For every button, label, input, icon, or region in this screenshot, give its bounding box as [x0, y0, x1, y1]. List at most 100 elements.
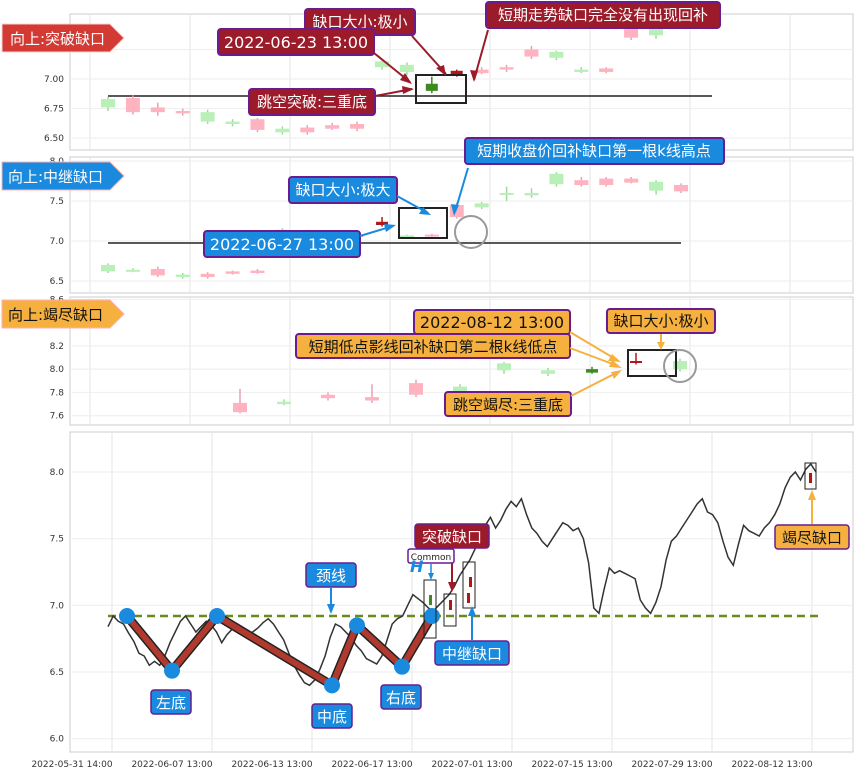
candle: [101, 96, 115, 111]
x-tick-label: 2022-05-31 14:00: [31, 760, 112, 770]
svg-text:左底: 左底: [156, 694, 186, 712]
candle: [233, 388, 247, 414]
label-continuation-gap: 中继缺口: [434, 606, 510, 666]
y-tick-label: 7.5: [50, 535, 64, 545]
panel-1-gap-box: [415, 74, 467, 104]
candle-body: [125, 97, 140, 113]
x-tick-label: 2022-06-07 13:00: [131, 760, 212, 770]
svg-text:缺口大小:极小: 缺口大小:极小: [312, 13, 407, 31]
candle: [541, 367, 555, 377]
candle: [673, 358, 687, 372]
candle-body: [549, 173, 564, 185]
svg-text:短期走势缺口完全没有出现回补: 短期走势缺口完全没有出现回补: [498, 6, 708, 24]
candle: [674, 183, 688, 193]
annotation-gap-size-small-3: 缺口大小:极小: [606, 308, 716, 350]
candle: [574, 67, 589, 74]
candle-body: [499, 193, 514, 195]
panel-4-frame: [69, 431, 854, 753]
candle: [649, 180, 664, 195]
candle-body: [275, 128, 290, 133]
x-tick-label: 2022-07-15 13:00: [531, 760, 612, 770]
label-neckline: 颈线: [305, 562, 357, 614]
panel-2-title-arrow: [1, 161, 125, 191]
y-tick-label: 6.50: [44, 134, 64, 144]
candle: [200, 272, 215, 279]
panel-4-x-ticks: 2022-05-31 14:00 2022-06-07 13:00 2022-06-…: [31, 760, 812, 770]
candle: [586, 366, 598, 374]
x-tick-label: 2022-06-13 13:00: [231, 760, 312, 770]
candle: [630, 352, 642, 365]
panel-1-annotations: 向上:突破缺口 缺口大小:极小 短期走势缺口完全没有出现回补 2022-06-2…: [1, 1, 721, 116]
y-tick-label: 6.75: [44, 105, 64, 115]
pivot-point: [424, 608, 440, 624]
pivot-point: [394, 658, 410, 675]
candle-body: [200, 273, 215, 277]
panel-2-title: 向上:中继缺口: [8, 168, 103, 186]
candle-body: [321, 394, 335, 399]
candle-body: [586, 369, 598, 373]
svg-text:H: H: [410, 557, 424, 576]
candle: [101, 263, 115, 273]
svg-text:2022-08-12 13:00: 2022-08-12 13:00: [420, 313, 564, 332]
candle: [325, 122, 340, 130]
candle: [524, 188, 539, 198]
candle: [225, 119, 240, 127]
annotation-breakout-triple-bottom: 跳空突破:三重底: [248, 86, 414, 116]
candle: [175, 108, 190, 116]
candle-body: [175, 274, 190, 277]
candle: [277, 399, 291, 406]
annotation-exhaustion-triple-bottom: 跳空竭尽:三重底: [444, 370, 622, 417]
svg-text:短期低点影线回补缺口第二根k线低点: 短期低点影线回补缺口第二根k线低点: [309, 338, 558, 356]
candle: [425, 76, 438, 94]
candle-body: [599, 178, 614, 185]
candle-body: [277, 401, 291, 405]
candle-body: [474, 203, 489, 208]
y-tick-label: 7.5: [50, 197, 64, 207]
panel-2-annotations: 向上:中继缺口 短期收盘价回补缺口第一根k线高点 缺口大小:极大 2022-06…: [1, 137, 725, 258]
candle-body: [424, 234, 439, 237]
candle-body: [300, 127, 315, 133]
svg-text:2022-06-23 13:00: 2022-06-23 13:00: [224, 33, 368, 52]
candle-body: [399, 235, 414, 238]
candle: [376, 217, 389, 227]
candle: [499, 186, 514, 201]
y-tick-label: 7.0: [50, 237, 65, 247]
candle-body: [150, 107, 165, 113]
candle-body: [376, 221, 389, 225]
candle: [150, 102, 165, 116]
candle-body: [350, 123, 365, 129]
gap-candle-mark: [449, 600, 452, 610]
candle: [524, 45, 539, 59]
panel-1-candles: [101, 23, 663, 135]
svg-text:跳空突破:三重底: 跳空突破:三重底: [257, 93, 367, 111]
panel-1-title: 向上:突破缺口: [10, 30, 105, 48]
candle-body: [649, 27, 663, 36]
svg-text:2022-06-27 13:00: 2022-06-27 13:00: [210, 235, 354, 254]
candle-body: [541, 370, 555, 374]
annotation-refill-second-low: 短期低点影线回补缺口第二根k线低点: [295, 333, 622, 368]
candle-body: [101, 99, 115, 108]
candle-body: [250, 119, 265, 130]
pivot-point: [164, 662, 180, 679]
svg-text:颈线: 颈线: [316, 567, 346, 585]
panel-4-gap-markers: [423, 462, 817, 639]
panel-2: 6.57.07.58.0: [50, 156, 854, 294]
panel-4-labels: 颈线 左底 中底 右底 突破缺口 Common H: [150, 490, 850, 729]
candle: [599, 67, 614, 74]
candle-body: [225, 271, 240, 274]
candle: [365, 384, 379, 403]
annotation-date-3: 2022-08-12 13:00: [413, 309, 621, 362]
panel-3-gap-box: [627, 349, 677, 377]
candle: [409, 379, 423, 398]
pivot-point: [209, 608, 225, 624]
pivot-point: [119, 608, 135, 624]
svg-text:突破缺口: 突破缺口: [422, 528, 482, 546]
gap-candle-mark: [429, 595, 432, 605]
candle-body: [599, 68, 614, 72]
panel-4-price-line: [107, 462, 817, 687]
candle: [275, 126, 290, 135]
candle: [175, 273, 190, 279]
candle-body: [399, 64, 414, 72]
panel-2-frame: [69, 156, 854, 294]
candle: [399, 62, 414, 76]
